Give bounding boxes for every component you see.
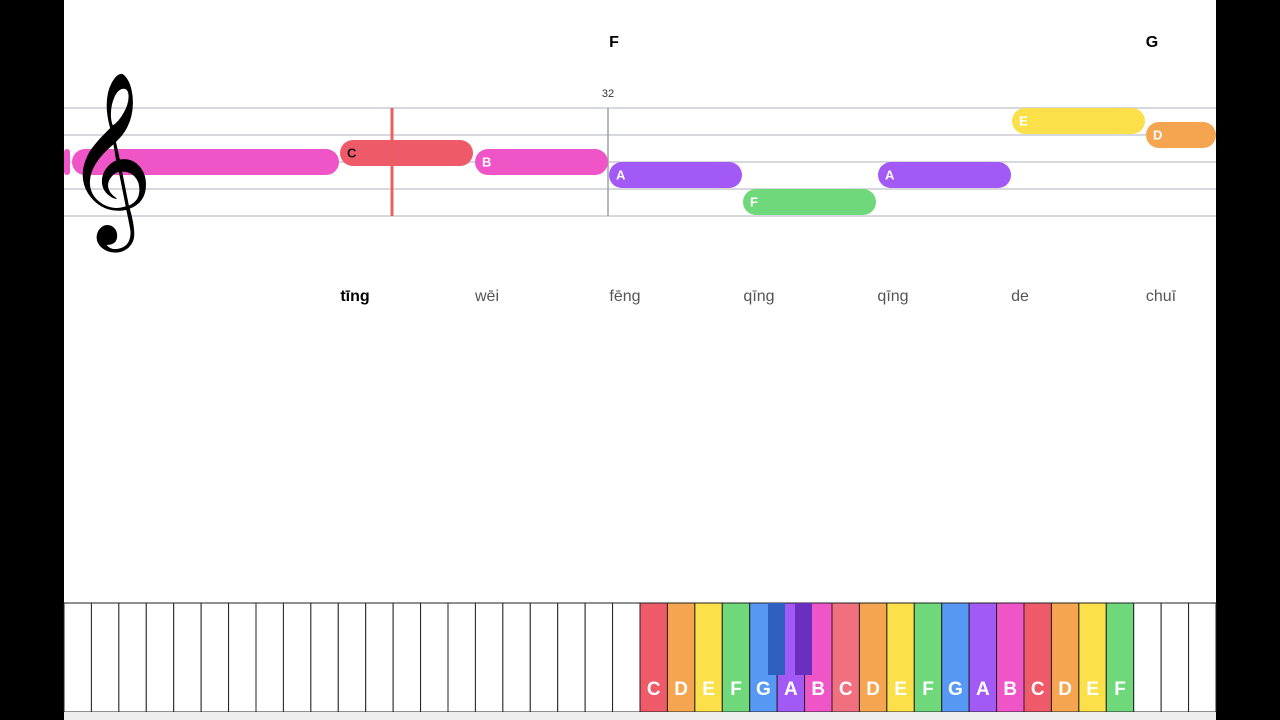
note (743, 189, 876, 215)
white-key (63, 602, 92, 713)
lyric: fēng (609, 288, 640, 305)
white-key (584, 602, 614, 713)
note (475, 149, 608, 175)
key-label: F (1114, 679, 1126, 700)
lyric: wēi (474, 288, 499, 305)
white-key (1023, 602, 1052, 713)
measure-number: 32 (602, 88, 614, 100)
white-key (200, 602, 230, 713)
note-label: E (1019, 113, 1028, 128)
staff: 𝄞 (64, 71, 1216, 253)
white-key (310, 602, 339, 713)
white-key (831, 602, 860, 713)
key-label: B (1003, 679, 1017, 700)
white-key (255, 602, 284, 713)
white-key (639, 602, 668, 713)
white-key (173, 602, 202, 713)
note-label: A (616, 167, 626, 182)
lyric: qīng (743, 288, 774, 305)
note (609, 162, 742, 188)
note (878, 162, 1011, 188)
note (340, 140, 473, 166)
treble-clef: 𝄞 (65, 71, 154, 253)
white-key (612, 602, 641, 713)
notes: C B A F A E D (340, 108, 1216, 215)
white-key (557, 602, 586, 713)
note (1012, 108, 1145, 134)
key-label: C (1031, 679, 1045, 700)
note-label: A (885, 167, 895, 182)
white-key (1188, 602, 1217, 713)
key-label: G (948, 679, 963, 700)
key-label: G (756, 679, 771, 700)
lyric: chuī (1146, 288, 1177, 305)
white-key (721, 602, 751, 713)
white-key (474, 602, 504, 713)
note-label: D (1153, 127, 1162, 142)
note-label: F (750, 194, 758, 209)
white-key (228, 602, 257, 713)
white-key (420, 602, 449, 713)
white-key (529, 602, 559, 713)
white-key (666, 602, 696, 713)
key-label: C (647, 679, 661, 700)
white-key (1078, 602, 1107, 713)
key-label: A (784, 679, 798, 700)
key-label: F (730, 679, 742, 700)
white-key (145, 602, 175, 713)
key-label: D (1058, 679, 1072, 700)
white-key (502, 602, 531, 713)
key-label: E (702, 679, 715, 700)
chord-label: G (1146, 34, 1158, 51)
white-key (337, 602, 367, 713)
note-label: C (347, 145, 357, 160)
lyrics: tīng wēi fēng qīng qīng de chuī (340, 288, 1176, 305)
lyric: tīng (340, 288, 369, 305)
note-partial (64, 149, 70, 175)
key-label: C (839, 679, 853, 700)
key-label: D (866, 679, 880, 700)
key-label: B (811, 679, 825, 700)
note-label: B (482, 154, 491, 169)
key-label: E (1086, 679, 1099, 700)
chord-label: F (609, 34, 619, 51)
note (1146, 122, 1216, 148)
key-label: D (674, 679, 688, 700)
key-label: A (976, 679, 990, 700)
white-key (1133, 602, 1162, 713)
black-key (768, 603, 785, 675)
white-key (118, 602, 147, 713)
white-key (365, 602, 394, 713)
black-key (795, 603, 812, 675)
white-key (282, 602, 312, 713)
white-key (1105, 602, 1135, 713)
white-key (996, 602, 1025, 713)
white-key (941, 602, 970, 713)
white-key (1160, 602, 1190, 713)
white-key (392, 602, 422, 713)
note-partial (72, 149, 339, 175)
key-label: E (894, 679, 907, 700)
lyric: de (1011, 288, 1029, 305)
lyric: qīng (877, 288, 908, 305)
white-key (858, 602, 888, 713)
key-label: F (922, 679, 934, 700)
white-key (447, 602, 476, 713)
white-key (90, 602, 120, 713)
white-key (694, 602, 723, 713)
keyboard-bottom (64, 712, 1216, 720)
